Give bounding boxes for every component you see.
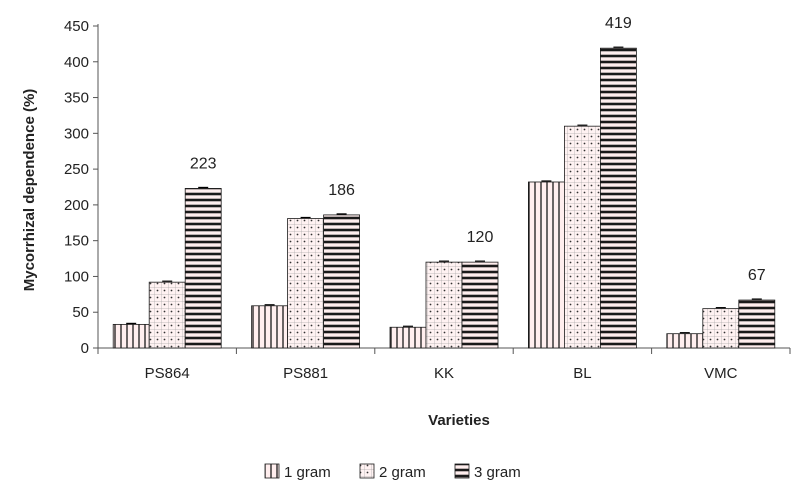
bar-1-gram-VMC (666, 333, 704, 349)
legend-swatch (264, 463, 280, 479)
x-tick-label: BL (573, 365, 591, 382)
bar-1-gram-BL (528, 181, 565, 349)
bars (112, 46, 776, 349)
data-label: 419 (605, 15, 632, 32)
legend-label: 2 gram (379, 464, 426, 481)
y-tick-label: 50 (72, 304, 89, 321)
y-axis-title: Mycorrhizal dependence (%) (21, 89, 38, 292)
legend-label: 3 gram (474, 464, 521, 481)
bar-2-gram-KK (425, 261, 463, 349)
bar-2-gram-BL (564, 125, 601, 349)
bar-3-gram-PS864 (184, 188, 222, 349)
x-tick-label: PS864 (145, 365, 190, 382)
bar-1-gram-PS864 (112, 323, 150, 349)
bar-1-gram-KK (389, 326, 427, 349)
legend-swatch (359, 463, 375, 479)
x-axis: PS864 PS881 KK BL VMC (97, 347, 791, 382)
data-label: 120 (467, 229, 494, 246)
y-tick-label: 300 (64, 125, 89, 142)
data-label: 186 (328, 182, 355, 199)
y-tick-label: 200 (64, 197, 89, 214)
x-tick-label: PS881 (283, 365, 328, 382)
bar-3-gram-PS881 (323, 214, 361, 349)
y-tick-label: 450 (64, 18, 89, 35)
legend-swatch (454, 463, 470, 479)
bar-3-gram-KK (461, 261, 499, 349)
y-axis: 0 50 100 150 200 250 300 350 400 450 (64, 18, 99, 357)
legend: 1 gram 2 gram 3 gram (264, 463, 521, 481)
x-tick-label: KK (434, 365, 454, 382)
y-tick-label: 100 (64, 268, 89, 285)
y-tick-label: 400 (64, 54, 89, 71)
y-tick-label: 350 (64, 90, 89, 107)
y-tick-label: 0 (81, 340, 89, 357)
data-labels: 223 186 120 419 67 (190, 15, 766, 284)
bar-2-gram-VMC (702, 308, 740, 349)
bar-1-gram-PS881 (251, 305, 289, 349)
bar-3-gram-BL (600, 47, 637, 349)
bar-2-gram-PS864 (148, 281, 186, 349)
legend-label: 1 gram (284, 464, 331, 481)
data-label: 67 (748, 267, 766, 284)
y-tick-label: 250 (64, 161, 89, 178)
x-tick-label: VMC (704, 365, 738, 382)
data-label: 223 (190, 155, 217, 172)
bar-2-gram-PS881 (287, 218, 325, 349)
x-axis-title: Varieties (428, 412, 490, 429)
bar-3-gram-VMC (738, 299, 776, 349)
y-tick-label: 150 (64, 233, 89, 250)
